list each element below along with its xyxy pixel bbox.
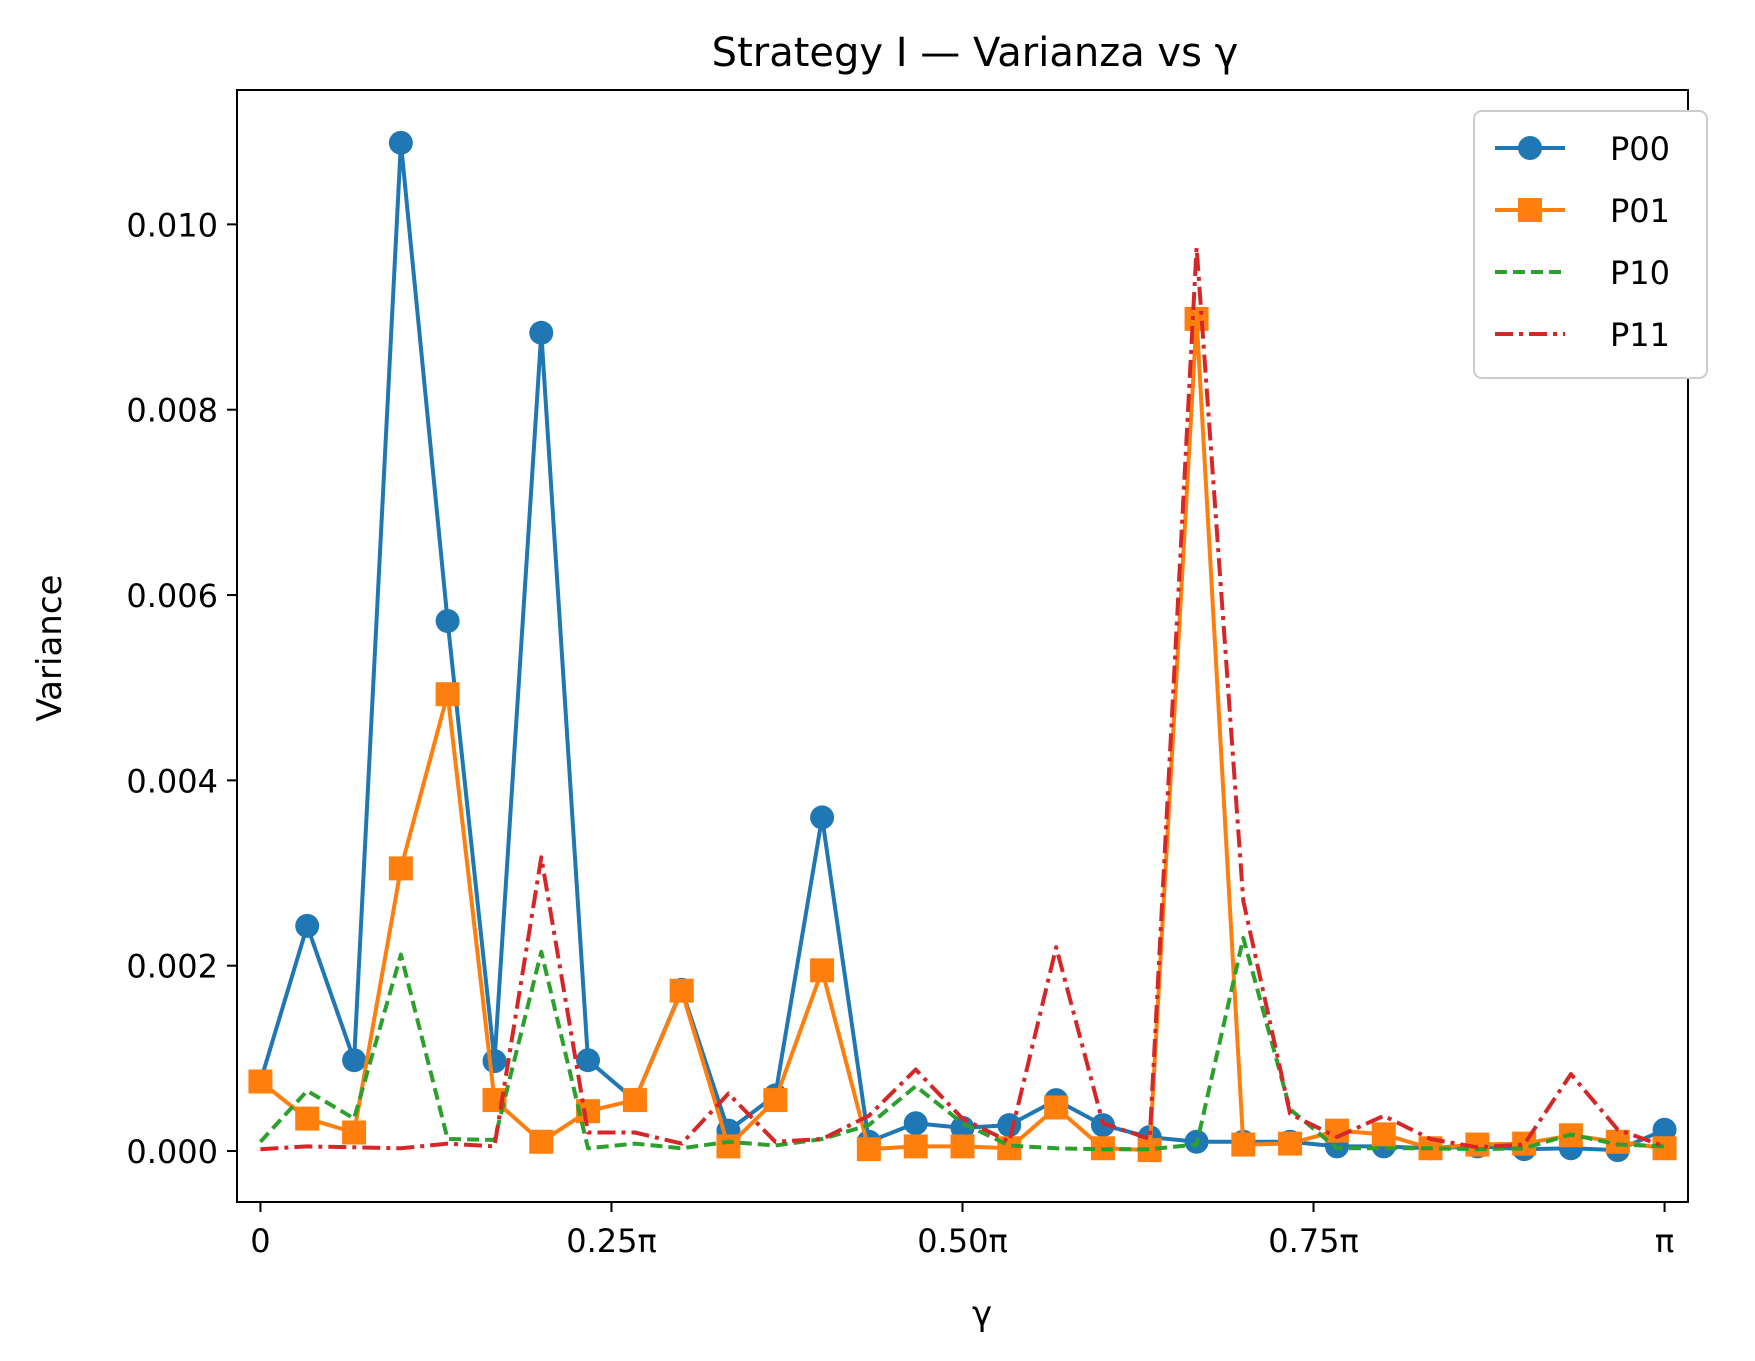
x-tick-label: π	[1655, 1222, 1674, 1260]
y-axis-label: Variance	[30, 575, 70, 722]
data-point	[342, 1048, 367, 1073]
data-point	[997, 1113, 1022, 1138]
data-point	[435, 608, 460, 633]
legend-marker	[1518, 136, 1542, 160]
data-point	[1044, 1095, 1069, 1120]
y-tick-label: 0.000	[126, 1133, 218, 1171]
data-point	[622, 1088, 647, 1113]
legend-label-p10: P10	[1610, 254, 1670, 292]
y-tick-label: 0.008	[126, 392, 218, 430]
data-point	[950, 1134, 975, 1159]
data-point	[248, 1069, 273, 1094]
data-point	[763, 1088, 788, 1113]
legend-label-p01: P01	[1610, 192, 1670, 230]
data-point	[1652, 1136, 1677, 1161]
x-tick-label: 0	[250, 1222, 270, 1260]
x-axis: 0 0.25π 0.50π 0.75π π	[250, 1202, 1674, 1260]
legend-label-p11: P11	[1610, 316, 1670, 354]
data-point	[529, 1129, 554, 1154]
data-point	[1231, 1132, 1256, 1157]
x-tick-label: 0.50π	[917, 1222, 1008, 1260]
data-point	[810, 805, 835, 830]
data-point	[810, 958, 835, 983]
data-point	[716, 1134, 741, 1159]
data-point	[482, 1049, 507, 1074]
y-axis: 0.000 0.002 0.004 0.006 0.008 0.010	[126, 206, 237, 1171]
legend-marker	[1518, 198, 1542, 222]
y-tick-label: 0.006	[126, 577, 218, 615]
data-point	[388, 856, 413, 881]
y-tick-label: 0.002	[126, 948, 218, 986]
data-point	[435, 682, 460, 707]
data-point	[529, 320, 554, 345]
series-group	[248, 130, 1677, 1163]
series-line-p11	[260, 245, 1666, 1152]
x-tick-label: 0.75π	[1268, 1222, 1359, 1260]
data-point	[903, 1111, 928, 1136]
data-point	[576, 1048, 601, 1073]
legend-box	[1473, 110, 1708, 379]
legend-label-p00: P00	[1610, 130, 1670, 168]
data-point	[1184, 306, 1209, 331]
data-point	[295, 1106, 320, 1131]
data-point	[342, 1120, 367, 1145]
y-tick-label: 0.004	[126, 762, 218, 800]
data-point	[388, 130, 413, 155]
data-point	[669, 978, 694, 1003]
x-tick-label: 0.25π	[566, 1222, 657, 1260]
data-point	[903, 1134, 928, 1159]
data-point	[295, 913, 320, 938]
x-axis-label: γ	[972, 1294, 992, 1334]
legend: P00 P01 P10 P11	[1473, 110, 1708, 379]
chart-title: Strategy I — Varianza vs γ	[712, 30, 1239, 76]
data-point	[856, 1137, 881, 1162]
data-point	[1278, 1131, 1303, 1156]
series-p11	[260, 245, 1666, 1152]
data-point	[950, 1115, 975, 1140]
data-point	[1652, 1117, 1677, 1142]
y-tick-label: 0.010	[126, 206, 218, 244]
data-point	[1371, 1122, 1396, 1147]
